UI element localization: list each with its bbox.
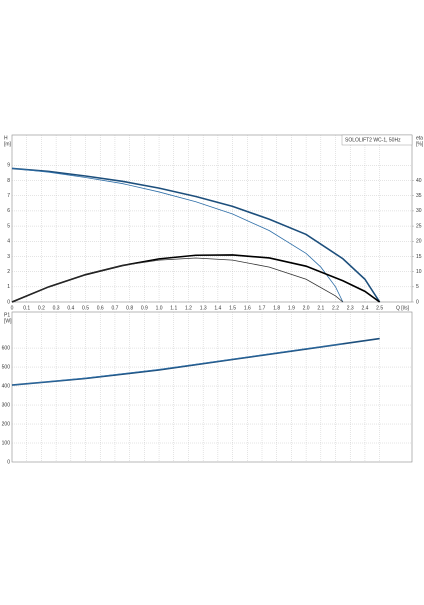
plot-frame <box>11 134 413 303</box>
y-tick-label: 4 <box>7 239 10 245</box>
y2-tick-label: 15 <box>416 254 422 260</box>
x-tick-label: 0.7 <box>111 305 118 311</box>
y-tick-label: 1 <box>7 284 10 290</box>
x-tick-label: 2.5 <box>376 305 383 311</box>
y-tick-label: 300 <box>2 402 11 408</box>
x-tick-label: 2.1 <box>317 305 324 311</box>
x-tick-label: 1.1 <box>170 305 177 311</box>
x-tick-label: 0.9 <box>141 305 148 311</box>
y-tick-label: 6 <box>7 208 10 214</box>
x-tick-label: 2.2 <box>332 305 339 311</box>
curve <box>11 257 344 303</box>
y2-tick-label: 0 <box>416 299 419 305</box>
x-tick-label: 0.5 <box>82 305 89 311</box>
y2-tick-label: 40 <box>416 178 422 184</box>
y-tick-label: 100 <box>2 440 11 446</box>
y-tick-label: 8 <box>7 178 10 184</box>
y2-tick-label: 20 <box>416 239 422 245</box>
curve <box>11 168 344 303</box>
x-tick-label: 0.4 <box>67 305 74 311</box>
y-axis-unit: [W] <box>4 318 12 324</box>
x-tick-label: 0.1 <box>23 305 30 311</box>
curve <box>11 167 381 303</box>
plot-frame <box>11 311 413 463</box>
x-tick-label: 1.3 <box>200 305 207 311</box>
x-tick-label: 1.2 <box>185 305 192 311</box>
y-tick-label: 600 <box>2 345 11 351</box>
y2-tick-label: 10 <box>416 269 422 275</box>
x-tick-label: 0.2 <box>38 305 45 311</box>
y-tick-label: 0 <box>7 459 10 465</box>
x-tick-label: 2.0 <box>303 305 310 311</box>
x-tick-label: 1.9 <box>288 305 295 311</box>
x-tick-label: 1.5 <box>229 305 236 311</box>
x-axis-label: Q [l/s] <box>396 305 410 311</box>
x-tick-label: 1.7 <box>259 305 266 311</box>
y-tick-label: 500 <box>2 364 11 370</box>
y-axis-unit: [m] <box>4 141 12 147</box>
y-tick-label: 5 <box>7 223 10 229</box>
x-tick-label: 2.3 <box>347 305 354 311</box>
title-box <box>341 134 413 146</box>
curve <box>11 343 343 386</box>
y-axis-label: P1 <box>4 312 10 318</box>
chart-title: SOLOLIFT2 WC-1, 50Hz <box>345 137 401 143</box>
y2-tick-label: 5 <box>416 284 419 290</box>
y-tick-label: 200 <box>2 421 11 427</box>
x-tick-label: 2.4 <box>361 305 368 311</box>
x-tick-label: 1.0 <box>156 305 163 311</box>
y-tick-label: 2 <box>7 269 10 275</box>
y2-tick-label: 35 <box>416 193 422 199</box>
y-tick-label: 400 <box>2 383 11 389</box>
x-tick-label: 0 <box>11 305 14 311</box>
y2-axis-unit: [%] <box>416 141 424 147</box>
x-tick-label: 0.6 <box>97 305 104 311</box>
y2-tick-label: 25 <box>416 223 422 229</box>
y2-axis-label: eta <box>416 135 423 141</box>
y-tick-label: 3 <box>7 254 10 260</box>
x-tick-label: 0.8 <box>126 305 133 311</box>
x-tick-label: 1.6 <box>244 305 251 311</box>
x-tick-label: 0.3 <box>53 305 60 311</box>
x-tick-label: 1.8 <box>273 305 280 311</box>
y-tick-label: 9 <box>7 163 10 169</box>
y-axis-label: H <box>4 135 8 141</box>
x-tick-label: 1.4 <box>214 305 221 311</box>
y-tick-label: 7 <box>7 193 10 199</box>
y2-tick-label: 30 <box>416 208 422 214</box>
y-tick-label: 0 <box>7 299 10 305</box>
